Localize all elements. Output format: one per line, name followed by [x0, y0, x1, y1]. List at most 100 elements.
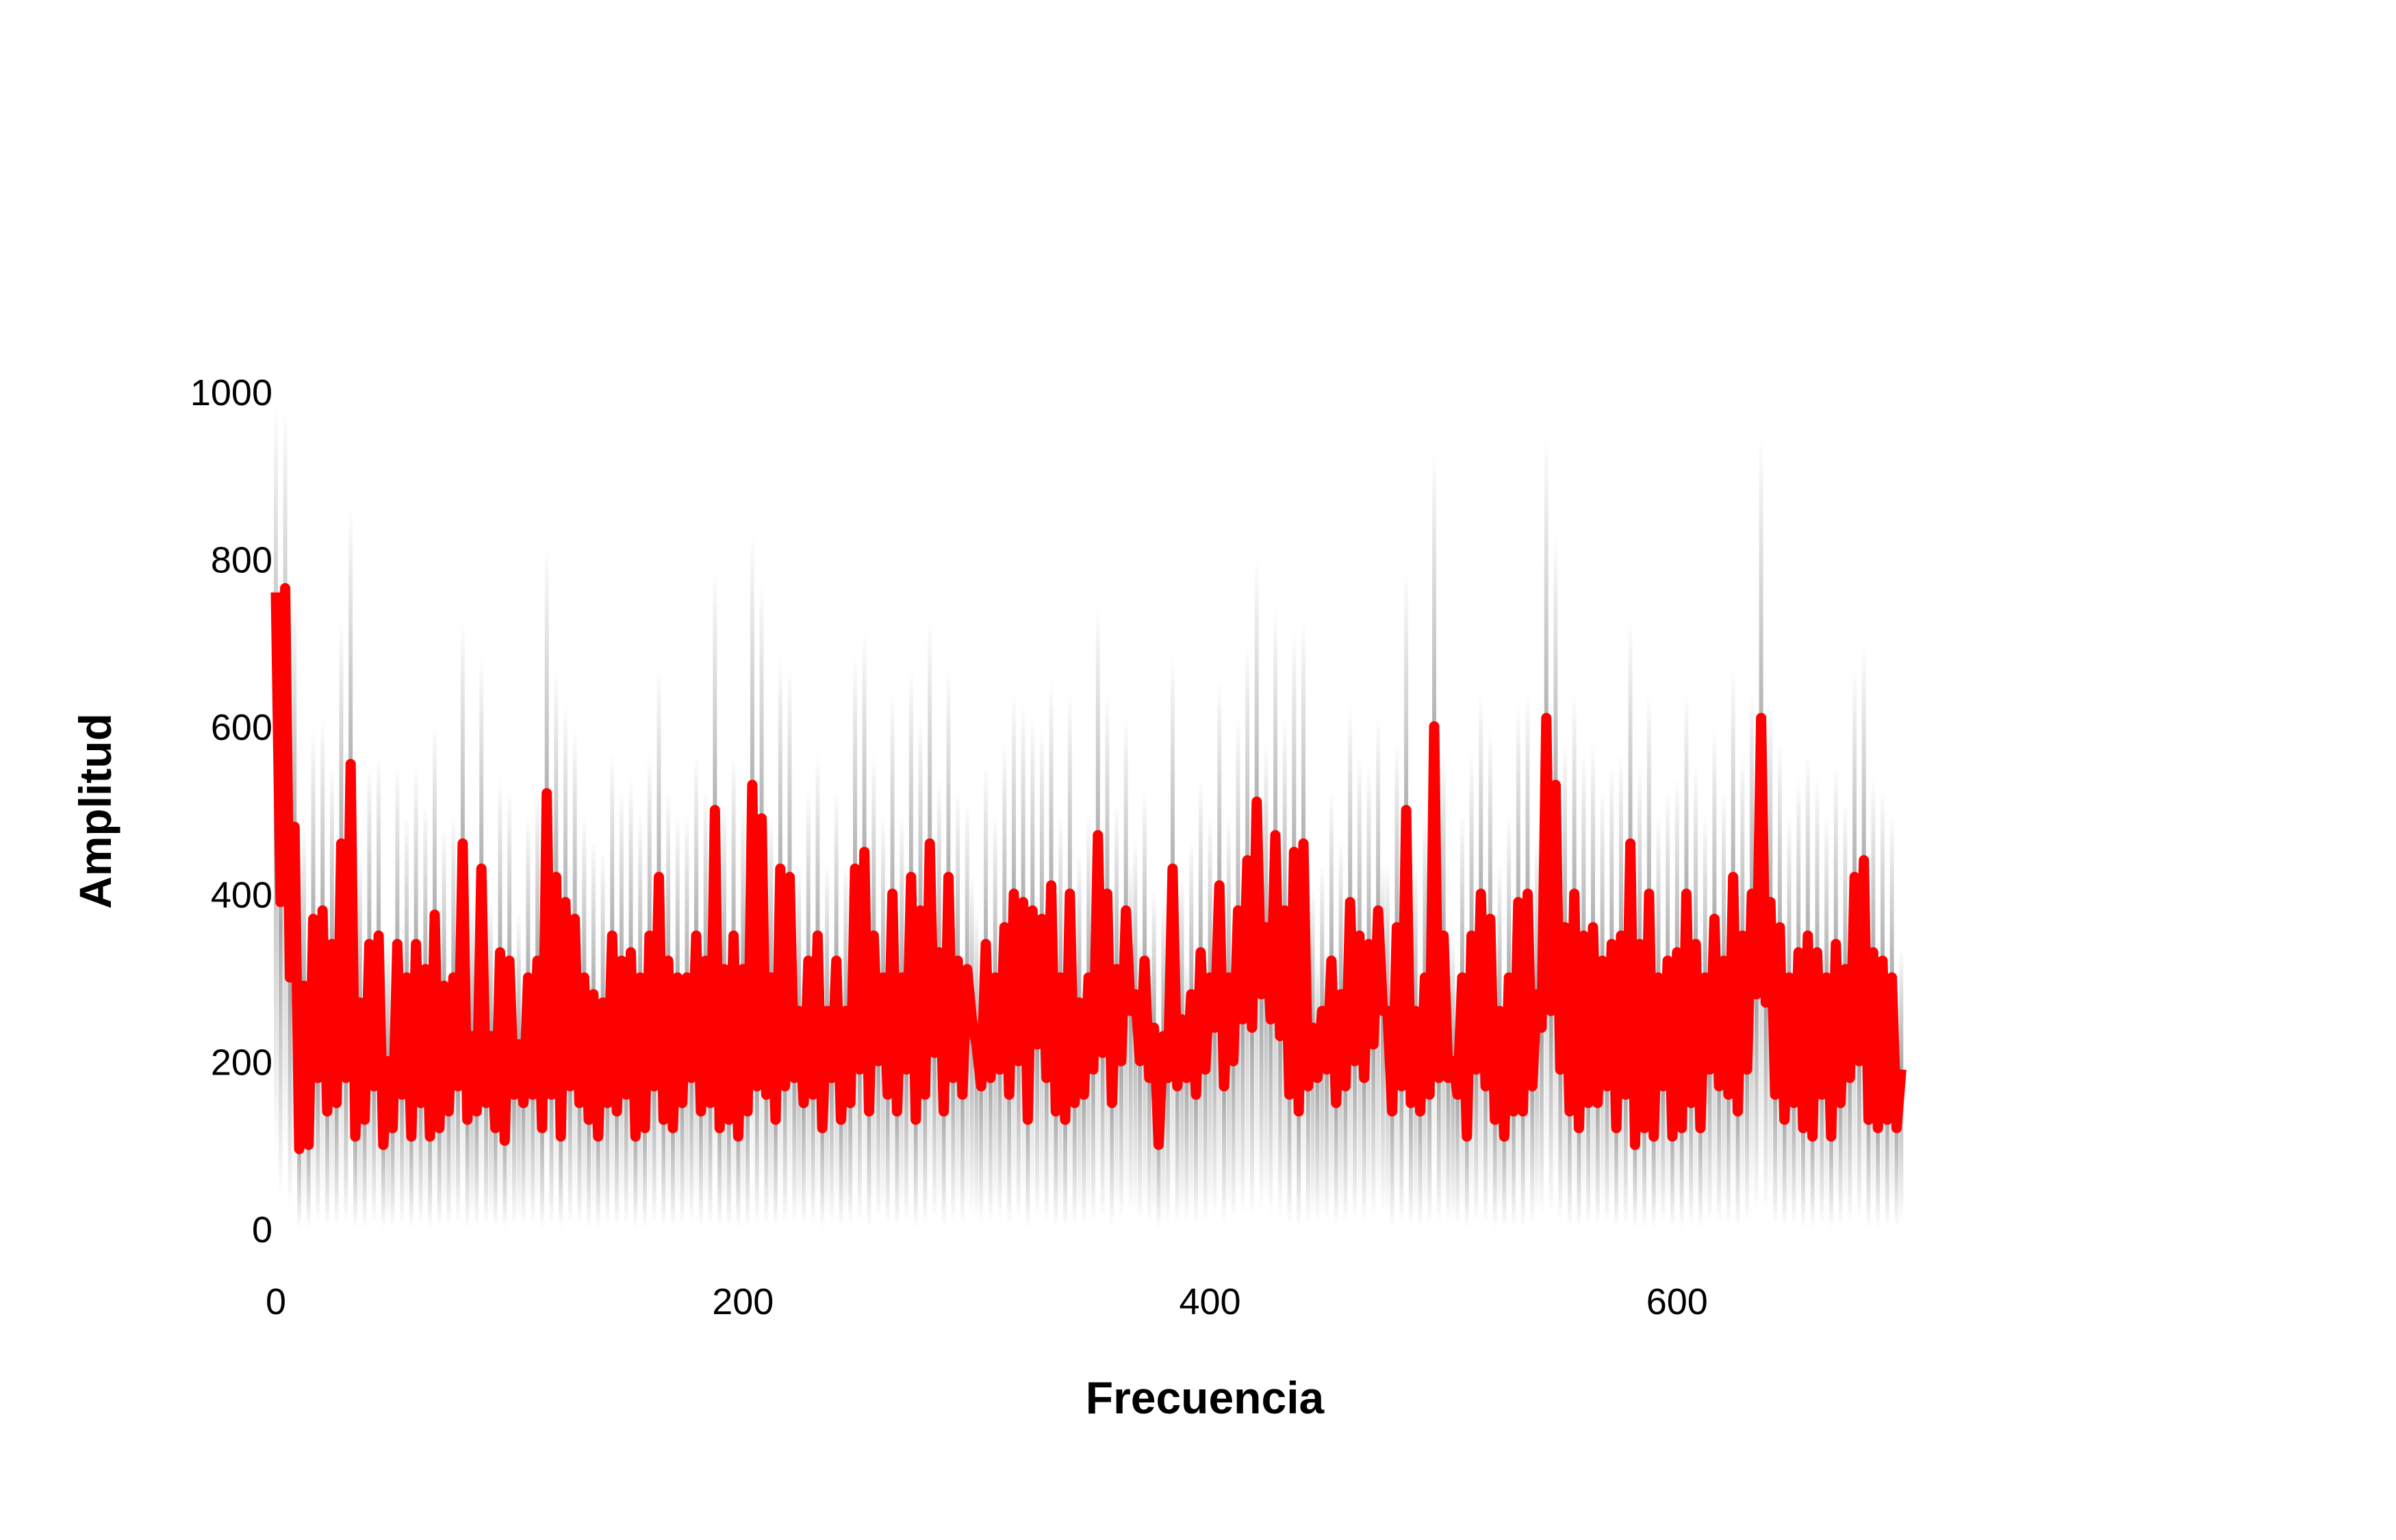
band-segment — [885, 984, 890, 1226]
band-segment — [1763, 850, 1768, 1211]
y-tick-label: 200 — [211, 1042, 272, 1083]
band-segment — [1455, 984, 1460, 1226]
band-segment — [1147, 960, 1151, 1223]
band-segment — [615, 1008, 620, 1228]
series-line-layer — [270, 582, 1907, 1155]
band-segment — [1166, 960, 1171, 1223]
band-segment — [1334, 996, 1338, 1227]
band-segment — [446, 1008, 451, 1228]
band-segment — [1605, 972, 1609, 1224]
y-tick-label: 400 — [211, 875, 272, 916]
x-tick-label: 0 — [266, 1281, 286, 1322]
series-line — [270, 582, 1907, 1155]
band-segment — [801, 996, 806, 1227]
band-segment — [698, 1008, 703, 1228]
x-tick-label: 200 — [712, 1281, 774, 1322]
band-segment — [1408, 996, 1413, 1227]
band-segment — [372, 972, 377, 1224]
band-segment — [708, 996, 713, 1227]
band-segment — [1072, 996, 1077, 1227]
band-segment — [1100, 923, 1105, 1219]
band-segment — [1343, 972, 1348, 1224]
band-segment — [1016, 935, 1021, 1220]
band-segment — [904, 947, 909, 1222]
band-segment — [334, 996, 339, 1227]
band-segment — [1007, 984, 1012, 1226]
band-segment — [1717, 972, 1722, 1224]
band-segment — [1539, 887, 1544, 1216]
band-segment — [1082, 984, 1086, 1226]
band-segment — [511, 984, 516, 1226]
band-segment — [1138, 935, 1143, 1220]
band-segment — [1269, 875, 1273, 1214]
band-segment — [951, 960, 956, 1223]
x-axis-title: Frecuencia — [1086, 1372, 1325, 1423]
band-segment — [1567, 1008, 1572, 1228]
band-segment — [1305, 972, 1310, 1224]
y-tick-label: 0 — [252, 1209, 272, 1250]
band-segment — [624, 984, 628, 1226]
band-segment — [979, 972, 984, 1224]
band-segment — [418, 996, 423, 1227]
band-segment — [1119, 935, 1123, 1220]
band-segment — [1689, 996, 1694, 1227]
band-segment — [1297, 1008, 1301, 1228]
band-segment — [1325, 947, 1329, 1222]
band-segment — [1362, 960, 1366, 1223]
band-segment — [1390, 1008, 1394, 1228]
band-segment — [474, 1008, 479, 1228]
band-segment — [605, 996, 610, 1227]
band-segment — [521, 996, 526, 1227]
band-segment — [1549, 862, 1553, 1213]
band-segment — [278, 705, 283, 1196]
band-segment — [652, 972, 657, 1224]
band-segment — [1249, 887, 1254, 1216]
band-segment — [848, 996, 853, 1227]
band-segment — [1820, 984, 1824, 1226]
band-segment — [1848, 960, 1852, 1223]
band-segment — [1436, 960, 1441, 1223]
band-segment — [577, 996, 582, 1227]
band-segment — [997, 947, 1002, 1222]
band-segment — [1857, 935, 1861, 1220]
band-segment — [932, 923, 936, 1219]
x-tick-label: 400 — [1179, 1281, 1240, 1322]
band-segment — [1427, 984, 1432, 1226]
band-segment — [764, 984, 769, 1226]
y-axis-title: Amplitud — [70, 713, 120, 909]
band-segment — [1623, 984, 1628, 1226]
band-segment — [1175, 972, 1180, 1224]
band-segment — [923, 984, 928, 1226]
band-segment — [1221, 972, 1226, 1224]
x-axis-ticks: 0 200 400 600 — [266, 1281, 1708, 1322]
y-tick-label: 600 — [211, 707, 272, 748]
band-segment — [867, 1008, 871, 1228]
band-segment — [1203, 947, 1208, 1222]
band-segment — [941, 1008, 946, 1228]
band-segment — [1259, 838, 1264, 1211]
band-segment — [531, 984, 535, 1226]
band-segment — [1586, 996, 1591, 1227]
band-segment — [876, 935, 881, 1220]
band-segment — [811, 984, 815, 1226]
band-segment — [1128, 862, 1133, 1213]
band-segment — [689, 960, 694, 1223]
band-segment — [1838, 996, 1843, 1227]
band-segment — [568, 972, 572, 1224]
band-segment — [316, 960, 320, 1223]
band-segment — [792, 960, 797, 1223]
band-segment — [680, 996, 685, 1227]
band-segment — [1520, 1008, 1525, 1228]
band-segment — [1194, 984, 1199, 1226]
band-segment — [1754, 838, 1759, 1211]
band-segment — [1315, 960, 1320, 1223]
band-segment — [456, 972, 461, 1224]
band-segment — [1212, 887, 1217, 1216]
band-segment — [1380, 862, 1385, 1213]
band-segment — [745, 1008, 750, 1228]
band-segment — [1353, 935, 1358, 1220]
band-segment — [1287, 984, 1292, 1226]
band-segment — [1399, 972, 1404, 1224]
band-segment — [1661, 972, 1666, 1224]
